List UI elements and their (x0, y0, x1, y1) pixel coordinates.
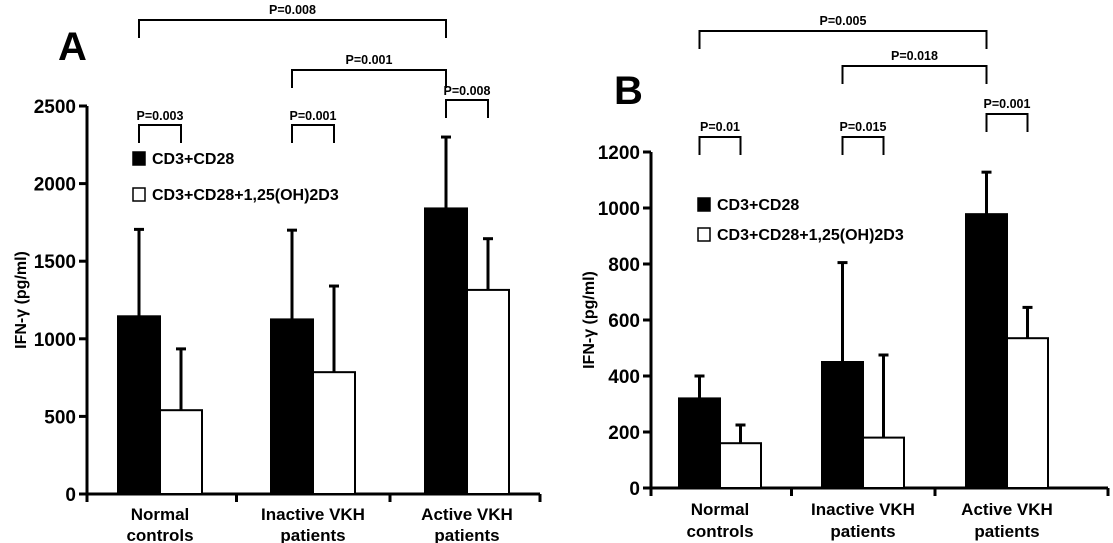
y-tick-label: 0 (65, 485, 76, 506)
significance-bracket (138, 19, 447, 38)
significance-bracket (291, 124, 335, 143)
x-category-label: Active VKH (961, 500, 1053, 519)
p-value-label: P=0.001 (290, 109, 337, 123)
chart-panel-b: B 0 200 400 600 800 1000 1200 IFN-γ (pg/ml) Norma… (581, 14, 1110, 541)
bar-cd3-cd28-vitd3 (312, 371, 356, 495)
x-category-label: patients (434, 526, 499, 543)
x-category-label: patients (974, 522, 1039, 541)
x-category-label: Normal (691, 500, 750, 519)
bar-cd3-cd28-vitd3 (862, 436, 905, 490)
significance-bracket (841, 136, 885, 155)
y-tick-label: 500 (44, 407, 76, 428)
p-value-label: P=0.001 (346, 53, 393, 67)
significance-bracket (985, 113, 1029, 132)
p-value-label: P=0.008 (444, 84, 491, 98)
y-tick-label: 0 (629, 479, 640, 500)
y-tick-label: 600 (608, 311, 640, 332)
significance-bracket (445, 99, 489, 118)
bar-cd3-cd28-vitd3 (1006, 337, 1049, 490)
p-value-label: P=0.005 (820, 14, 867, 28)
x-category-label: controls (126, 526, 193, 543)
p-value-label: P=0.008 (269, 3, 316, 17)
legend-swatch (132, 151, 146, 166)
x-category-label: patients (280, 526, 345, 543)
p-value-label: P=0.003 (137, 109, 184, 123)
y-tick-label: 1000 (34, 330, 76, 351)
x-category-label: patients (830, 522, 895, 541)
y-axis-label: IFN-γ (pg/ml) (13, 251, 30, 349)
significance-bracket (698, 30, 988, 49)
bar-cd3-cd28-vitd3 (159, 409, 203, 495)
panel-label: B (614, 69, 643, 113)
significance-bracket (291, 69, 447, 88)
bar-cd3-cd28 (424, 207, 468, 495)
legend-label: CD3+CD28 (717, 197, 799, 214)
bar-cd3-cd28 (270, 318, 314, 495)
legend-swatch (132, 187, 146, 202)
legend-swatch (697, 197, 711, 212)
y-tick-label: 1500 (34, 252, 76, 273)
bar-cd3-cd28 (117, 315, 161, 495)
y-tick-label: 2500 (34, 97, 76, 118)
legend-label: CD3+CD28 (152, 151, 234, 168)
bar-cd3-cd28 (678, 397, 721, 489)
bar-cd3-cd28-vitd3 (466, 288, 510, 495)
bar-cd3-cd28-vitd3 (719, 442, 762, 490)
chart-panel-a: A 0 500 1000 1500 2000 2500 IFN-γ (pg/ml) Normal… (13, 3, 542, 543)
y-tick-label: 200 (608, 423, 640, 444)
legend-label: CD3+CD28+1,25(OH)2D3 (717, 227, 904, 244)
x-category-label: controls (686, 522, 753, 541)
panel-label: A (58, 25, 87, 69)
y-tick-label: 800 (608, 255, 640, 276)
x-category-label: Normal (131, 505, 190, 524)
y-tick-label: 1000 (598, 199, 640, 220)
bar-cd3-cd28 (821, 361, 864, 489)
legend-label: CD3+CD28+1,25(OH)2D3 (152, 187, 339, 204)
y-axis-label: IFN-γ (pg/ml) (581, 271, 598, 369)
bar-cd3-cd28 (965, 213, 1008, 489)
x-category-label: Inactive VKH (811, 500, 915, 519)
legend-swatch (697, 227, 711, 242)
significance-bracket (698, 136, 742, 155)
p-value-label: P=0.01 (700, 120, 740, 134)
p-value-label: P=0.018 (891, 49, 938, 63)
y-tick-label: 2000 (34, 175, 76, 196)
y-tick-label: 1200 (598, 143, 640, 164)
x-category-label: Active VKH (421, 505, 513, 524)
p-value-label: P=0.001 (984, 97, 1031, 111)
y-tick-label: 400 (608, 367, 640, 388)
significance-bracket (138, 124, 182, 143)
significance-bracket (841, 65, 988, 84)
p-value-label: P=0.015 (840, 120, 887, 134)
x-category-label: Inactive VKH (261, 505, 365, 524)
